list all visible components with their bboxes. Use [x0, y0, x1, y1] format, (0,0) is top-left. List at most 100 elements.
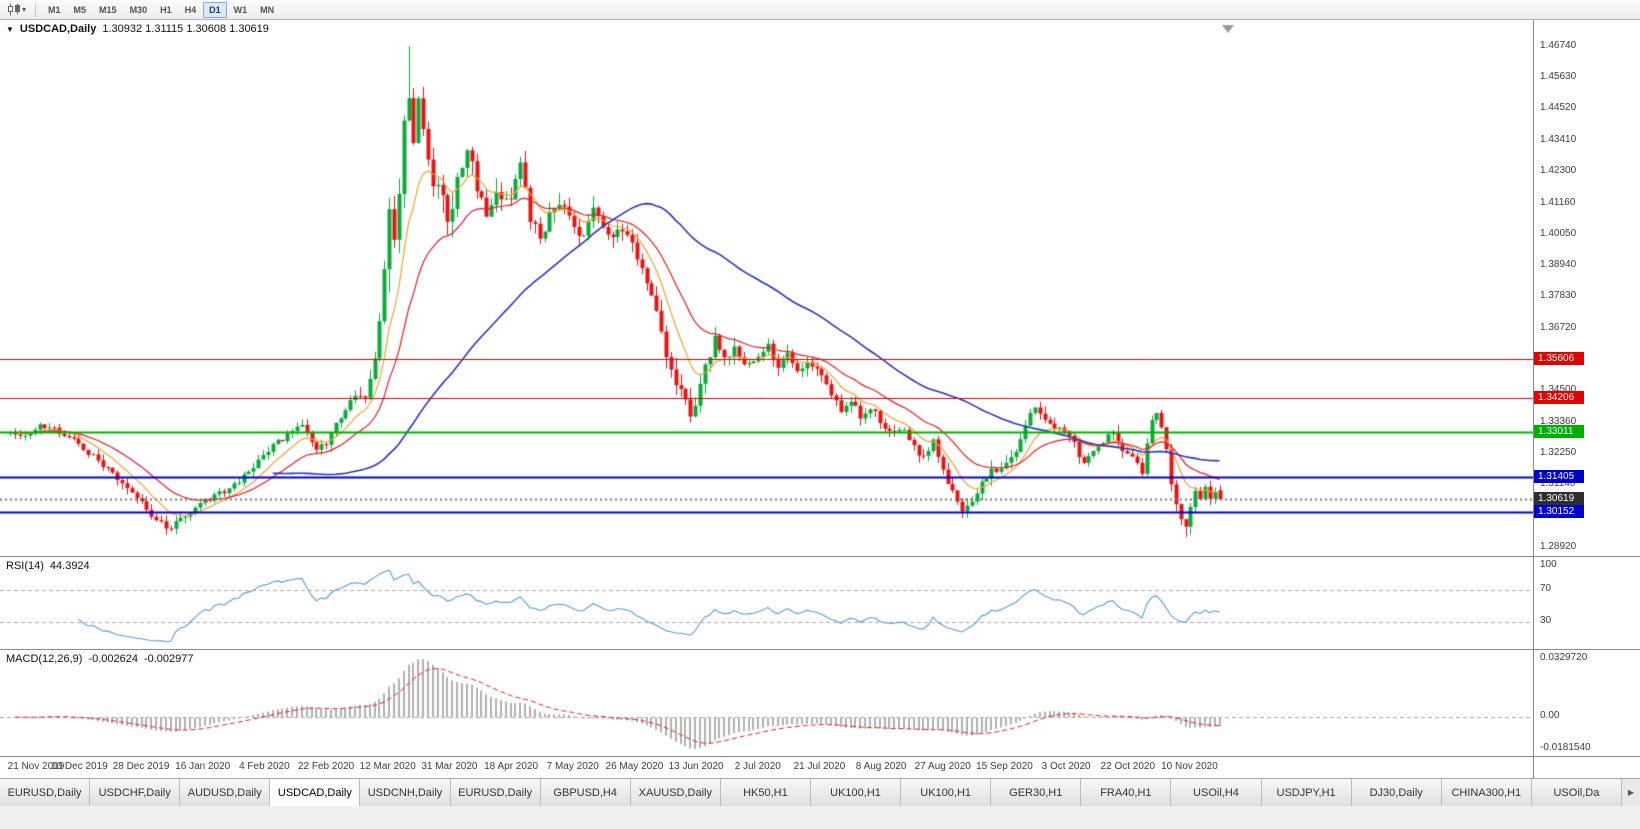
macd-indicator-name: MACD(12,26,9) — [6, 653, 83, 665]
x-axis-label: 15 Sep 2020 — [976, 761, 1033, 772]
x-axis-label: 10 Nov 2020 — [1161, 761, 1218, 772]
x-axis-label: 26 May 2020 — [605, 761, 664, 772]
macd-signal-value: -0.002977 — [143, 653, 194, 665]
y-axis-tick: 1.40050 — [1540, 228, 1577, 239]
macd-label: MACD(12,26,9) -0.002624 -0.002977 — [6, 653, 194, 665]
chart-tab-fra40-h1[interactable]: FRA40,H1 — [1081, 779, 1172, 806]
chart-tab-ger30-h1[interactable]: GER30,H1 — [991, 779, 1082, 806]
x-axis-label: 22 Oct 2020 — [1100, 761, 1156, 772]
y-axis-tick: 1.46740 — [1540, 39, 1577, 51]
y-axis-tick: 1.45630 — [1540, 71, 1577, 83]
chart-tab-china300-h1[interactable]: CHINA300,H1 — [1441, 779, 1532, 806]
y-axis-tick: 1.36720 — [1540, 321, 1577, 333]
chart-tab-eurusd-daily[interactable]: EURUSD,Daily — [450, 779, 541, 806]
macd-scale-label: 0.00 — [1540, 710, 1560, 722]
rsi-axis: 100 70 30 — [1533, 557, 1640, 649]
y-axis-tick: 1.38940 — [1540, 259, 1577, 271]
timeframe-button-w1[interactable]: W1 — [228, 2, 254, 18]
price-level-badge[interactable]: 1.30152 — [1534, 505, 1584, 519]
x-axis-label: 7 May 2020 — [546, 761, 599, 772]
tabs-scroll-right-icon[interactable]: ▶ — [1621, 779, 1640, 806]
toolbar: ▾ M1 M5 M15 M30 H1 H4 D1 W1 MN — [0, 0, 1640, 20]
x-axis-label: 21 Nov 2019 — [7, 761, 65, 772]
ohlc-values: 1.30932 1.31115 1.30608 1.30619 — [102, 23, 269, 35]
rsi-scale-label: 70 — [1540, 583, 1552, 594]
x-axis-label: 2 Jul 2020 — [734, 761, 781, 772]
x-axis-label: 31 Mar 2020 — [421, 761, 478, 772]
x-axis-label: 22 Feb 2020 — [297, 761, 355, 772]
chart-tab-usoil-da[interactable]: USOil,Da — [1531, 779, 1622, 806]
rsi-pane: RSI(14) 44.3924 100 70 30 — [0, 556, 1640, 650]
chart-tab-usdjpy-h1[interactable]: USDJPY,H1 — [1261, 779, 1352, 806]
chart-tab-eurusd-daily[interactable]: EURUSD,Daily — [0, 779, 91, 806]
x-axis-label: 21 Jul 2020 — [793, 761, 846, 772]
chart-tab-uk100-h1[interactable]: UK100,H1 — [810, 779, 902, 806]
chart-tabs-bar: EURUSD,Daily USDCHF,Daily AUDUSD,Daily USDC… — [0, 778, 1640, 806]
timeframe-button-h4[interactable]: H4 — [179, 2, 203, 18]
macd-canvas[interactable] — [0, 651, 1533, 757]
price-level-badge[interactable]: 1.31405 — [1534, 470, 1584, 484]
chart-tab-audusd-daily[interactable]: AUDUSD,Daily — [180, 779, 271, 806]
candlestick-chart-icon — [8, 3, 20, 16]
main-chart-canvas[interactable] — [0, 20, 1533, 556]
y-axis-tick: 1.31140 — [1540, 478, 1576, 490]
chart-tab-uk100-h1[interactable]: UK100,H1 — [901, 779, 992, 806]
price-level-badge[interactable]: 1.35606 — [1534, 351, 1584, 365]
timeframe-button-m5[interactable]: M5 — [68, 2, 93, 18]
price-pane: ▼ USDCAD,Daily 1.30932 1.31115 1.30608 1… — [0, 20, 1640, 556]
macd-pane: MACD(12,26,9) -0.002624 -0.002977 0.0329… — [0, 649, 1640, 757]
timeframe-button-m30[interactable]: M30 — [124, 2, 154, 18]
timeframe-button-h1[interactable]: H1 — [154, 2, 178, 18]
symbol-timeframe-label: USDCAD,Daily — [19, 23, 97, 35]
chart-tab-usoil-h4[interactable]: USOil,H4 — [1171, 779, 1262, 806]
x-axis-label: 12 Mar 2020 — [359, 761, 416, 772]
time-axis[interactable]: 21 Nov 2019 10 Dec 2019 28 Dec 2019 16 Jan … — [0, 756, 1640, 778]
price-level-badge[interactable]: 1.33011 — [1534, 424, 1584, 438]
chart-tab-usdchf-daily[interactable]: USDCHF,Daily — [90, 779, 181, 806]
status-strip — [0, 806, 1640, 829]
rsi-label: RSI(14) 44.3924 — [6, 560, 90, 572]
rsi-current-value: 44.3924 — [49, 560, 90, 572]
x-axis-label: 10 Dec 2019 — [51, 761, 108, 772]
x-axis-label: 4 Feb 2020 — [239, 761, 290, 772]
y-axis-tick: 1.44520 — [1540, 102, 1577, 114]
x-axis-label: 18 Apr 2020 — [484, 761, 539, 772]
chart-title: ▼ USDCAD,Daily 1.30932 1.31115 1.30608 1… — [6, 23, 269, 35]
timeframe-button-m1[interactable]: M1 — [42, 2, 67, 18]
chevron-down-icon: ▾ — [22, 5, 27, 14]
rsi-scale-label: 30 — [1540, 615, 1552, 626]
chart-tab-usdcad-daily[interactable]: USDCAD,Daily — [270, 779, 361, 806]
y-axis-tick: 1.32250 — [1540, 447, 1577, 459]
rsi-canvas[interactable] — [0, 558, 1533, 650]
chart-area: ▼ USDCAD,Daily 1.30932 1.31115 1.30608 1… — [0, 20, 1640, 778]
y-axis-tick: 1.34500 — [1540, 384, 1577, 396]
y-axis-tick: 1.37830 — [1540, 290, 1577, 302]
x-axis-label: 8 Aug 2020 — [855, 761, 907, 772]
y-axis-tick: 1.28920 — [1540, 540, 1577, 552]
toolbar-separator — [35, 2, 37, 17]
x-axis-label: 28 Dec 2019 — [112, 761, 170, 772]
chart-tab-gbpusd-h4[interactable]: GBPUSD,H4 — [540, 779, 631, 806]
price-axis[interactable]: 1.46740 1.45630 1.44520 1.43410 1.42300 1.411… — [1533, 20, 1640, 556]
y-axis-tick: 1.33360 — [1540, 416, 1577, 428]
current-price-badge: 1.30619 — [1534, 492, 1584, 506]
chart-tab-dj30-daily[interactable]: DJ30,Daily — [1351, 779, 1442, 806]
chart-tab-hk50-h1[interactable]: HK50,H1 — [720, 779, 811, 806]
macd-scale-label: 0.0329720 — [1540, 652, 1588, 663]
timeframe-button-mn[interactable]: MN — [254, 2, 280, 18]
x-axis-label: 3 Oct 2020 — [1041, 761, 1091, 772]
chart-type-icon[interactable]: ▾ — [4, 3, 29, 16]
time-axis-corner — [1533, 757, 1640, 778]
timeframe-button-group: M1 M5 M15 M30 H1 H4 D1 W1 MN — [42, 1, 280, 18]
x-axis-label: 16 Jan 2020 — [175, 761, 231, 772]
y-axis-tick: 1.42300 — [1540, 164, 1577, 176]
chart-tab-usdcnh-daily[interactable]: USDCNH,Daily — [360, 779, 451, 806]
timeframe-button-d1[interactable]: D1 — [203, 1, 227, 18]
y-axis-tick: 1.43410 — [1540, 133, 1577, 145]
price-level-badge[interactable]: 1.34206 — [1534, 391, 1584, 405]
macd-axis: 0.0329720 0.00 -0.0181540 — [1533, 650, 1640, 756]
symbol-menu-icon[interactable]: ▼ — [6, 24, 14, 34]
chart-tab-xauusd-daily[interactable]: XAUUSD,Daily — [630, 779, 721, 806]
timeframe-button-m15[interactable]: M15 — [93, 2, 123, 18]
